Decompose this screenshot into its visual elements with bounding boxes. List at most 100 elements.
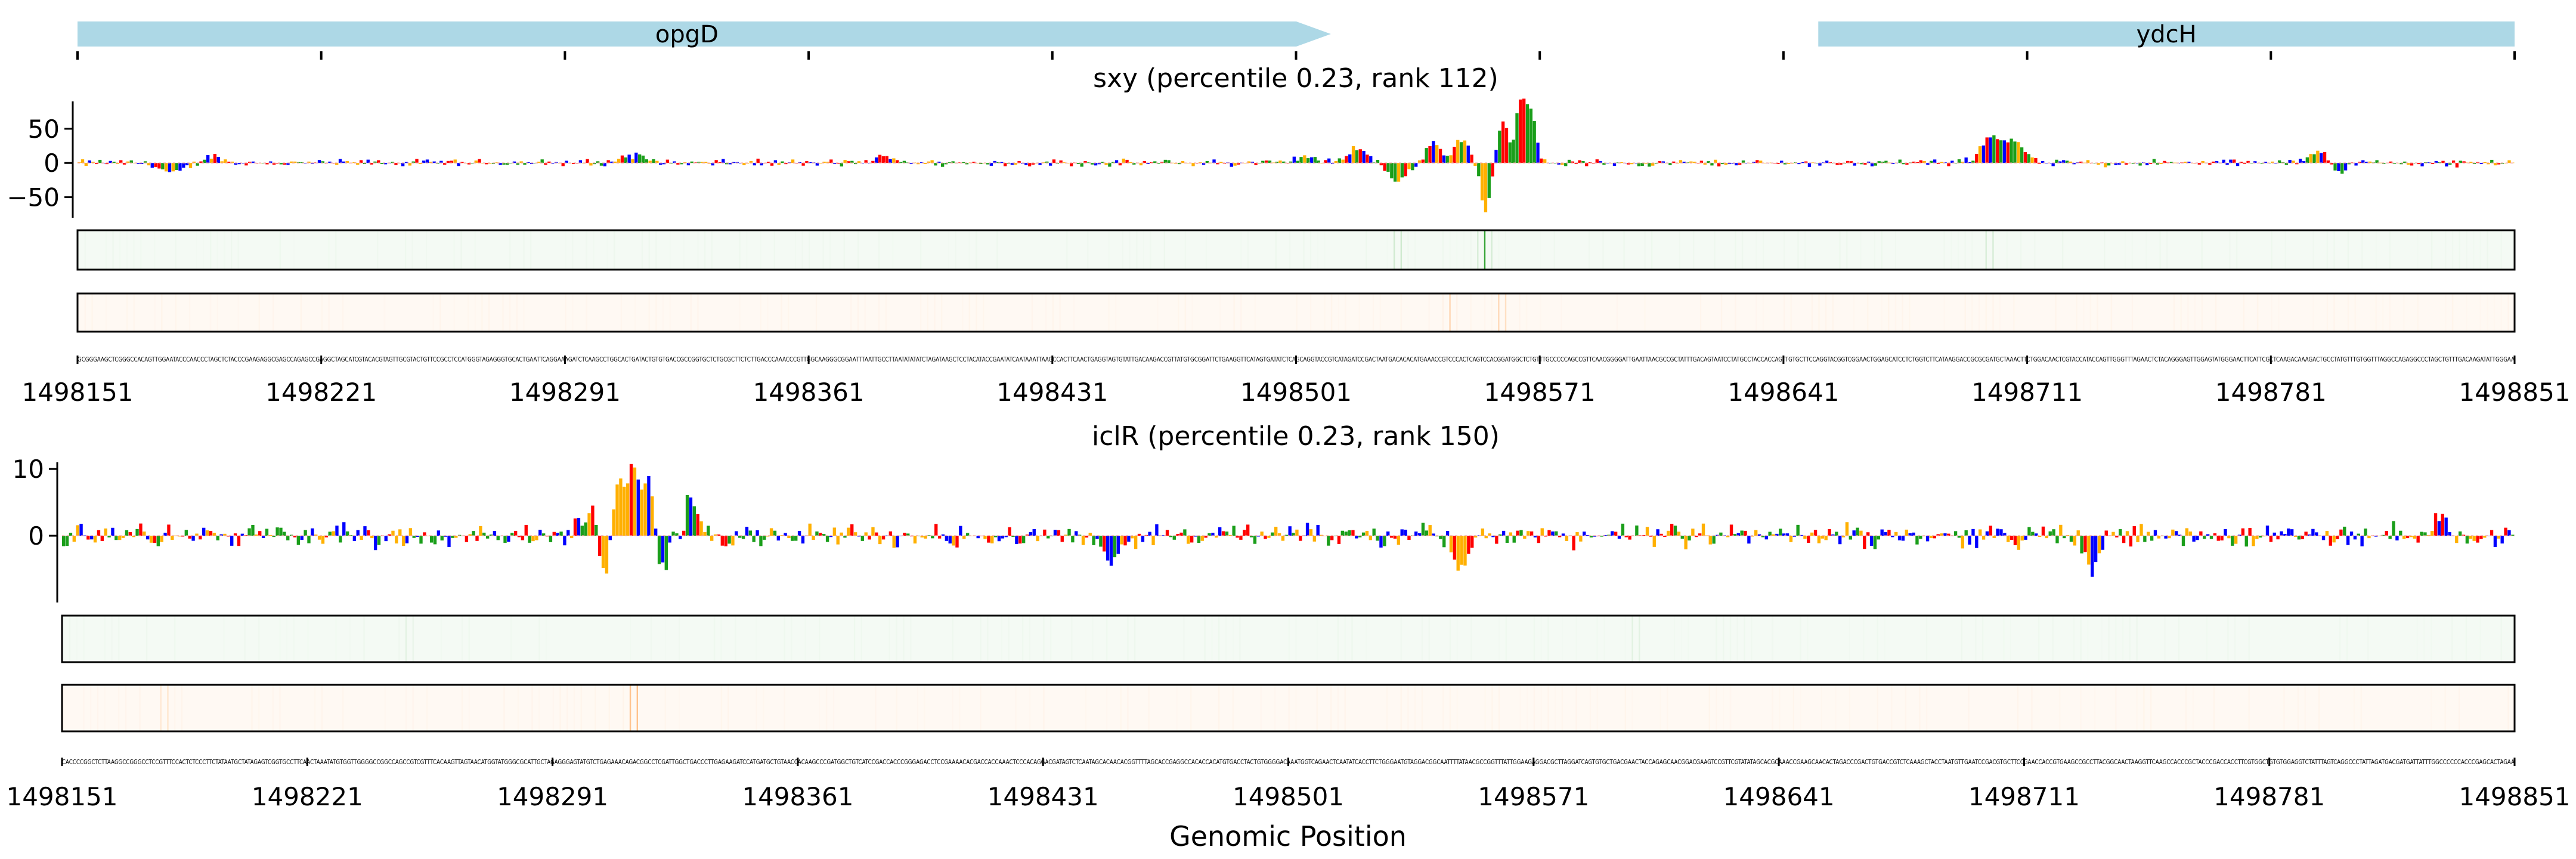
logo-letter-C [111,527,114,536]
logo-letter-T [1383,163,1386,171]
logo-letter-C [1501,530,1506,536]
heat-cell [1751,616,1753,662]
logo-letter-A [1091,163,1094,165]
logo-letter-A [645,159,649,163]
logo-letter-T [2326,160,2330,163]
logo-letter-C [1891,163,1895,164]
heat-cell [1477,230,1479,270]
logo-letter-T [139,523,143,536]
heat-cell [2382,293,2384,332]
logo-letter-T [2504,527,2507,536]
heat-cell [2347,230,2349,270]
logo-letter-C [2117,163,2121,165]
logo-letter-A [272,536,275,537]
logo-letter-A [2312,154,2316,163]
heat-cell [1358,293,1360,332]
heat-cell [976,293,977,332]
logo-letter-A [1505,536,1509,543]
heat-cell [1176,685,1178,731]
heat-cell [1400,685,1402,731]
heat-cell [139,685,141,731]
logo-letter-G [2469,536,2472,539]
heat-cell [140,230,142,270]
heat-cell [1414,685,1416,731]
heat-cell [2234,616,2236,662]
logo-letter-C [1114,160,1119,163]
heat-cell [1540,230,1541,270]
logo-letter-G [1693,162,1696,163]
logo-letter-T [265,163,269,165]
logo-letter-T [1299,536,1302,541]
logo-letter-C [1603,534,1607,536]
heat-cell [1183,616,1185,662]
heat-cell [1108,230,1110,270]
logo-letter-C [1764,536,1768,540]
logo-letter-A [1902,163,1905,165]
heat-cell [1772,685,1773,731]
logo-letter-G [2069,161,2073,163]
logo-letter-T [903,533,906,536]
logo-letter-A [339,536,342,543]
heat-cell [2430,685,2432,731]
heat-cell [1679,230,1681,270]
logo-letter-T [199,161,203,163]
logo-letter-G [2111,532,2115,536]
heat-cell [1127,685,1129,731]
heat-cell [1372,293,1374,332]
logo-letter-T [2023,152,2027,163]
heat-cell [2194,293,2196,332]
logo-letter-G [2097,163,2100,165]
logo-letter-T [819,533,822,536]
logo-letter-A [2027,154,2030,163]
logo-letter-A [1860,163,1863,165]
logo-letter-A [275,527,279,536]
logo-letter-A [748,530,753,536]
logo-letter-A [1376,536,1379,541]
logo-letter-A [580,526,584,536]
logo-letter-G [892,158,896,163]
logo-letter-G [1181,161,1185,163]
logo-letter-G [321,536,325,544]
heat-cell [819,616,821,662]
heat-cell [1540,616,1542,662]
logo-letter-G [1509,532,1513,536]
logo-letter-C [1000,162,1004,163]
heat-cell [1296,293,1298,332]
logo-letter-A [1340,530,1345,536]
logo-letter-T [2336,536,2339,539]
heat-cell [1519,685,1521,731]
logo-letter-T [1572,536,1575,551]
logo-letter-A [1733,534,1737,536]
logo-letter-G [614,161,617,163]
logo-letter-A [2381,534,2385,536]
heat-cell [1688,616,1689,662]
logo-letter-A [1688,536,1691,540]
logo-letter-T [1547,530,1551,536]
heat-cell [655,230,657,270]
logo-letter-T [552,532,556,536]
heat-cell [1800,685,1801,731]
logo-letter-A [216,536,219,540]
logo-letter-A [1874,163,1878,166]
logo-letter-A [1607,534,1611,536]
logo-letter-A [377,536,381,545]
heat-cell [111,616,113,662]
logo-letter-T [2216,536,2220,541]
heat-cell [1239,616,1241,662]
heat-cell [258,616,260,662]
logo-letter-A [175,163,178,171]
logo-letter-A [506,163,509,165]
logo-letter-G [983,536,987,539]
logo-letter-A [528,536,531,543]
logo-letter-A [1132,163,1136,165]
logo-letter-A [584,522,587,536]
heat-cell [593,230,595,270]
logo-letter-A [2340,163,2344,174]
logo-letter-G [1456,536,1460,571]
heat-cell [2178,616,2180,662]
logo-letter-G [791,159,795,163]
heat-cell [629,685,631,731]
logo-letter-A [759,536,763,546]
heat-cell [1623,230,1625,270]
heat-cell [1134,616,1136,662]
